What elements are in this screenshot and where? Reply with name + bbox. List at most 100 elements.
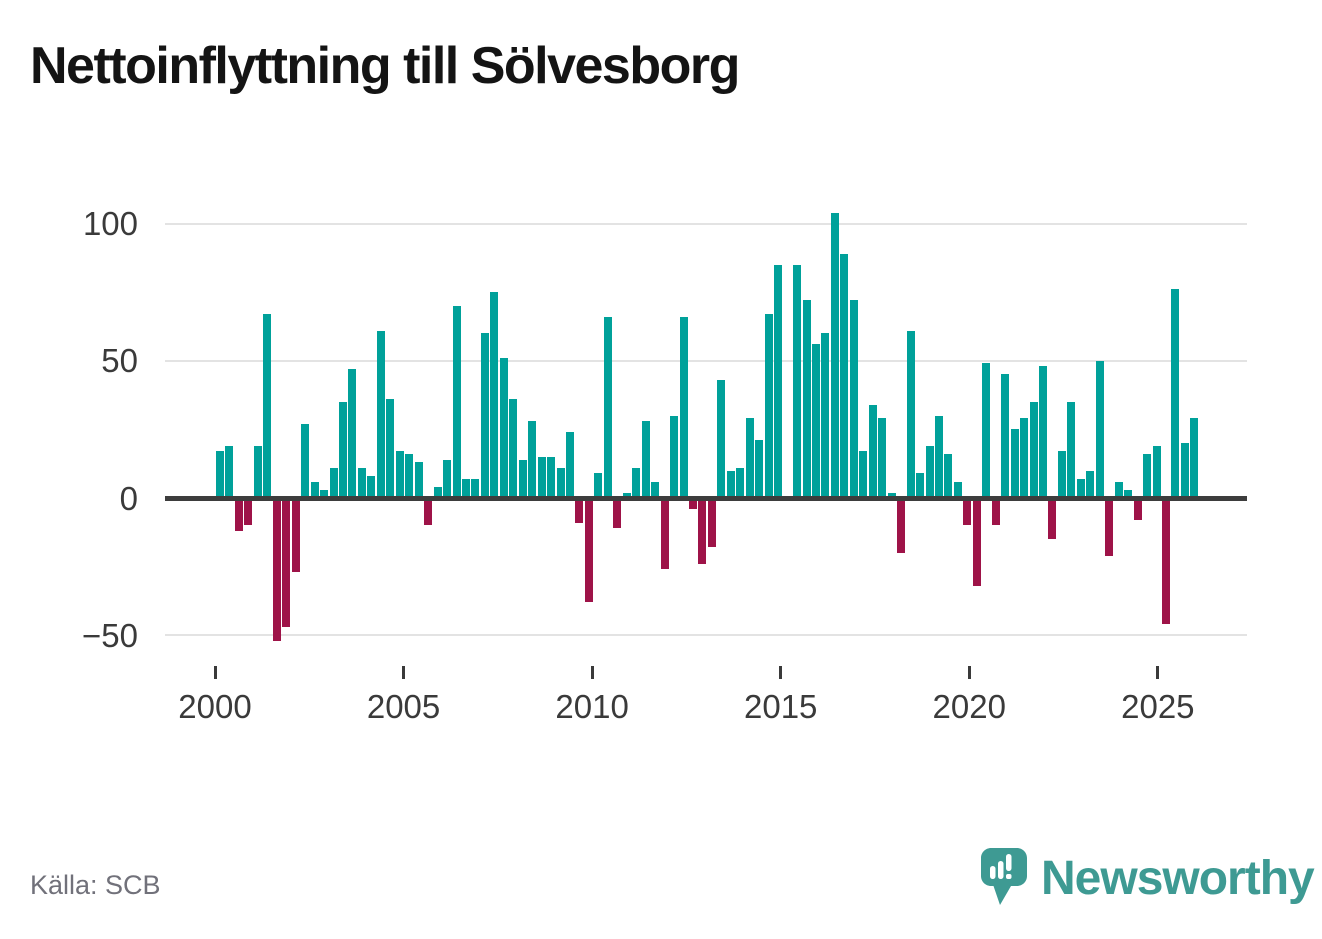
bar-2024Q1 xyxy=(1124,489,1133,498)
x-axis-tick-2000 xyxy=(213,666,217,679)
bar-2000Q4 xyxy=(244,498,253,526)
y-axis-label: −50 xyxy=(82,616,138,654)
logo-exclamation-stem xyxy=(1006,854,1012,871)
bar-2020Q3 xyxy=(991,498,1000,526)
bar-2011Q3 xyxy=(651,481,660,498)
bar-2021Q4 xyxy=(1039,366,1048,498)
bar-2006Q3 xyxy=(461,478,470,498)
bar-2022Q1 xyxy=(1048,498,1057,540)
y-axis-label: 0 xyxy=(119,479,138,517)
bar-2023Q3 xyxy=(1105,498,1114,556)
bar-2001Q1 xyxy=(253,445,262,498)
bar-2000Q2 xyxy=(225,445,234,498)
bar-2005Q2 xyxy=(414,462,423,498)
bar-2017Q4 xyxy=(887,492,896,498)
gridline-−50 xyxy=(165,634,1247,637)
bar-2007Q3 xyxy=(499,358,508,498)
bar-2014Q4 xyxy=(774,264,783,498)
bar-2018Q2 xyxy=(906,330,915,498)
bar-2025Q3 xyxy=(1180,443,1189,498)
bar-2010Q4 xyxy=(622,492,631,498)
bar-2008Q4 xyxy=(547,456,556,498)
bar-2011Q2 xyxy=(641,421,650,498)
bar-2009Q1 xyxy=(556,467,565,498)
bar-2009Q4 xyxy=(584,498,593,603)
bar-2011Q4 xyxy=(660,498,669,570)
bar-2015Q2 xyxy=(793,264,802,498)
bar-2025Q2 xyxy=(1171,289,1180,498)
bar-2017Q2 xyxy=(868,404,877,498)
bar-2018Q3 xyxy=(916,473,925,498)
bar-2025Q4 xyxy=(1190,418,1199,498)
bar-2022Q3 xyxy=(1067,401,1076,498)
bar-2019Q4 xyxy=(963,498,972,526)
bar-2014Q2 xyxy=(755,440,764,498)
x-axis-label: 2010 xyxy=(555,688,629,725)
chart-title: Nettoinflyttning till Sölvesborg xyxy=(30,37,740,95)
bar-2018Q1 xyxy=(897,498,906,553)
newsworthy-wordmark: Newsworthy xyxy=(1041,852,1315,905)
bar-2002Q4 xyxy=(320,489,329,498)
logo-bar-short xyxy=(990,866,996,879)
bar-2021Q3 xyxy=(1029,401,1038,498)
bar-2001Q2 xyxy=(263,314,272,498)
bar-2003Q4 xyxy=(357,467,366,498)
bar-2006Q1 xyxy=(443,459,452,498)
x-axis-label: 2020 xyxy=(932,688,1006,725)
newsworthy-logo: Newsworthy xyxy=(981,845,1315,913)
bar-2004Q1 xyxy=(367,476,376,498)
gridline-50 xyxy=(165,359,1247,362)
bar-2004Q2 xyxy=(376,330,385,498)
x-axis-label: 2000 xyxy=(178,688,252,725)
bar-2019Q2 xyxy=(944,454,953,498)
bar-2014Q3 xyxy=(764,314,773,498)
bar-2025Q1 xyxy=(1162,498,1170,625)
bar-2003Q3 xyxy=(348,368,357,498)
logo-bar-tall xyxy=(998,861,1004,879)
bar-2010Q3 xyxy=(613,498,622,529)
x-axis-label: 2015 xyxy=(743,688,818,725)
bar-2014Q1 xyxy=(745,418,754,498)
bar-2018Q4 xyxy=(925,445,934,498)
bar-2003Q1 xyxy=(329,467,338,498)
bar-2017Q3 xyxy=(878,418,887,498)
gridline-100 xyxy=(165,222,1247,225)
x-axis-tick-2005 xyxy=(402,666,406,679)
x-axis-tick-2010 xyxy=(590,666,594,679)
bar-2004Q4 xyxy=(395,451,404,498)
bar-2008Q1 xyxy=(518,459,527,498)
bar-2003Q2 xyxy=(338,401,347,498)
bar-2022Q2 xyxy=(1057,451,1066,498)
bar-2021Q2 xyxy=(1020,418,1029,498)
bar-2001Q3 xyxy=(272,498,281,641)
bar-2020Q2 xyxy=(982,363,991,498)
bar-2015Q3 xyxy=(802,300,811,498)
bar-2007Q4 xyxy=(509,399,518,498)
bar-2005Q4 xyxy=(433,487,442,498)
bar-2009Q2 xyxy=(566,432,575,498)
bar-2012Q3 xyxy=(689,498,697,509)
bar-2013Q1 xyxy=(707,498,716,548)
bar-2019Q3 xyxy=(953,481,962,498)
bar-2006Q2 xyxy=(452,305,461,498)
bar-2013Q3 xyxy=(726,470,735,498)
bar-2016Q3 xyxy=(840,253,849,498)
bar-2024Q2 xyxy=(1133,498,1142,520)
bar-2016Q2 xyxy=(830,212,839,498)
bar-2002Q2 xyxy=(301,423,310,498)
bar-2022Q4 xyxy=(1076,478,1085,498)
bar-2013Q4 xyxy=(736,467,745,498)
bar-2020Q1 xyxy=(972,498,981,586)
bar-2002Q1 xyxy=(291,498,300,573)
bar-2012Q1 xyxy=(670,415,679,498)
x-axis-tick-2015 xyxy=(779,666,783,679)
x-axis-tick-2025 xyxy=(1156,666,1160,679)
bar-2009Q3 xyxy=(575,498,584,523)
bar-2000Q3 xyxy=(234,498,243,531)
bar-2010Q1 xyxy=(594,473,603,498)
x-axis-label: 2005 xyxy=(366,688,441,725)
bar-2000Q1 xyxy=(216,451,224,498)
x-axis-label: 2025 xyxy=(1121,688,1195,725)
bar-2011Q1 xyxy=(632,467,641,498)
